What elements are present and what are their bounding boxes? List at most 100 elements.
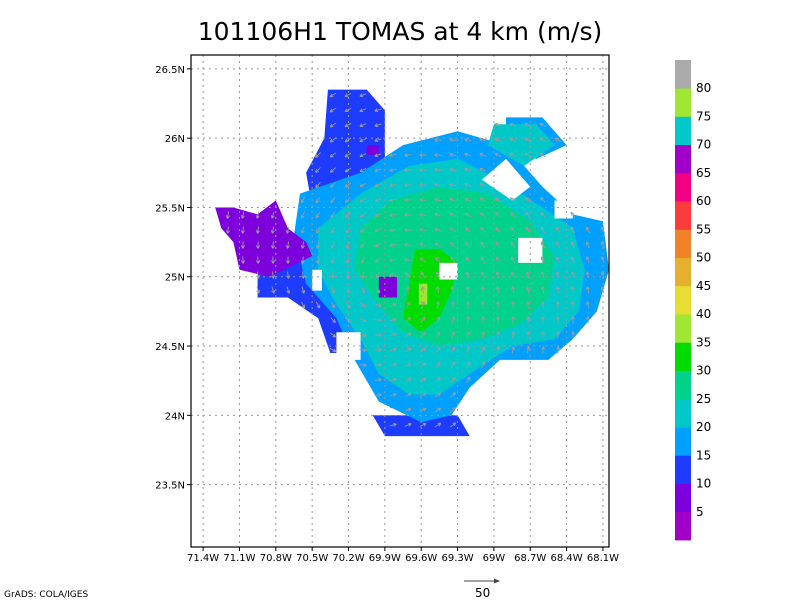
wind-vector-45	[329, 167, 336, 173]
colorbar-bin-35-40	[675, 314, 691, 343]
colorbar-bin-75-80	[675, 88, 691, 117]
wind-vector-71	[344, 197, 351, 203]
wind-vector-34	[404, 153, 412, 158]
colorbar-bin-40-45	[675, 285, 691, 315]
wind-region-5-10-11	[366, 145, 379, 155]
x-tick-label-70.8W: 70.8W	[260, 553, 292, 564]
wind-vector-14	[539, 122, 547, 128]
wind-region-10-15-0	[306, 89, 385, 215]
y-tick-label-24.5N: 24.5N	[155, 342, 185, 353]
wind-vector-288	[481, 346, 486, 354]
wind-vector-148	[465, 241, 471, 248]
wind-vector-292	[541, 346, 546, 354]
wind-vector-141	[360, 242, 366, 249]
data-gap-5	[439, 262, 458, 280]
wind-vector-257	[511, 316, 516, 324]
data-gap-4	[481, 158, 531, 201]
colorbar-label-5: 5	[696, 505, 704, 519]
wind-vector-262	[585, 316, 590, 324]
wind-vector-222	[570, 286, 575, 294]
wind-vector-115	[345, 227, 351, 234]
wind-vector-105	[540, 211, 546, 218]
wind-vector-164	[345, 256, 350, 264]
wind-vector-176	[540, 256, 545, 264]
wind-vector-138	[315, 241, 320, 249]
wind-vector-208	[346, 286, 351, 294]
wind-vector-127	[525, 226, 531, 234]
wind-vector-54	[464, 167, 472, 172]
wind-vector-133	[240, 241, 245, 249]
wind-vector-22	[479, 137, 487, 142]
wind-vector-4	[344, 108, 352, 113]
wind-vector-315	[450, 392, 456, 398]
wind-vector-131	[585, 226, 591, 234]
wind-vector-6	[374, 108, 382, 113]
wind-vector-87	[255, 211, 260, 219]
wind-vector-44	[315, 167, 321, 173]
wind-vector-266	[389, 332, 397, 337]
wind-vector-280	[359, 348, 367, 353]
wind-vector-9	[359, 123, 367, 128]
wind-vector-194	[480, 271, 485, 279]
wind-vector-114	[330, 226, 336, 234]
wind-vector-62	[404, 183, 412, 188]
colorbar-label-60: 60	[696, 194, 711, 208]
wind-vector-75	[404, 198, 412, 203]
wind-vector-215	[465, 286, 470, 294]
wind-vector-322	[419, 422, 427, 427]
wind-vector-field	[225, 92, 606, 428]
wind-vector-271	[466, 331, 471, 339]
wind-vector-96	[404, 213, 412, 217]
colorbar-label-80: 80	[696, 81, 711, 95]
wind-vector-290	[511, 346, 516, 354]
wind-vector-233	[421, 301, 426, 309]
wind-vector-1	[344, 93, 352, 98]
wind-vector-151	[510, 241, 516, 249]
wind-vector-53	[449, 167, 457, 172]
wind-vector-20	[449, 137, 457, 142]
x-tick-label-69.3W: 69.3W	[441, 553, 473, 564]
wind-vector-100	[464, 212, 472, 218]
wind-vector-274	[511, 331, 516, 339]
wind-vector-112	[300, 226, 305, 234]
wind-vector-253	[451, 316, 456, 324]
wind-vector-298	[419, 362, 427, 368]
wind-vector-267	[404, 332, 412, 338]
wind-vector-16	[344, 137, 352, 143]
wind-vector-259	[540, 316, 545, 324]
wind-vector-98	[434, 212, 442, 217]
wind-vector-160	[286, 256, 290, 264]
wind-vector-65	[449, 182, 457, 187]
wind-vector-226	[315, 301, 321, 309]
wind-vector-163	[330, 256, 335, 264]
colorbar-bin-55-60	[675, 201, 691, 230]
colorbar-bin-0-5	[675, 511, 691, 541]
wind-vector-196	[510, 271, 515, 279]
wind-vector-41	[509, 152, 517, 158]
wind-vector-68	[300, 196, 306, 204]
wind-vector-297	[404, 362, 412, 367]
wind-vector-239	[510, 301, 515, 309]
wind-vector-67	[479, 182, 487, 188]
wind-vector-320	[389, 422, 397, 427]
wind-vector-157	[241, 256, 246, 264]
x-tick-label-71.4W: 71.4W	[187, 553, 219, 564]
wind-vector-294	[359, 363, 367, 368]
wind-vector-265	[374, 333, 382, 338]
wind-vector-57	[330, 182, 336, 188]
wind-vector-77	[434, 197, 442, 202]
wind-vector-158	[256, 256, 261, 264]
colorbar-bin-80-85	[675, 60, 691, 89]
wind-vector-78	[449, 197, 457, 202]
wind-vector-200	[570, 271, 575, 279]
wind-vector-246	[344, 317, 352, 323]
wind-region-5-10-12	[378, 276, 397, 298]
wind-vector-220	[540, 286, 545, 294]
wind-vector-104	[525, 211, 531, 218]
wind-vector-80	[479, 197, 487, 203]
wind-vector-139	[330, 241, 335, 249]
wind-vector-145	[419, 242, 427, 247]
colorbar-bin-30-35	[675, 342, 691, 371]
wind-vector-124	[480, 227, 486, 233]
